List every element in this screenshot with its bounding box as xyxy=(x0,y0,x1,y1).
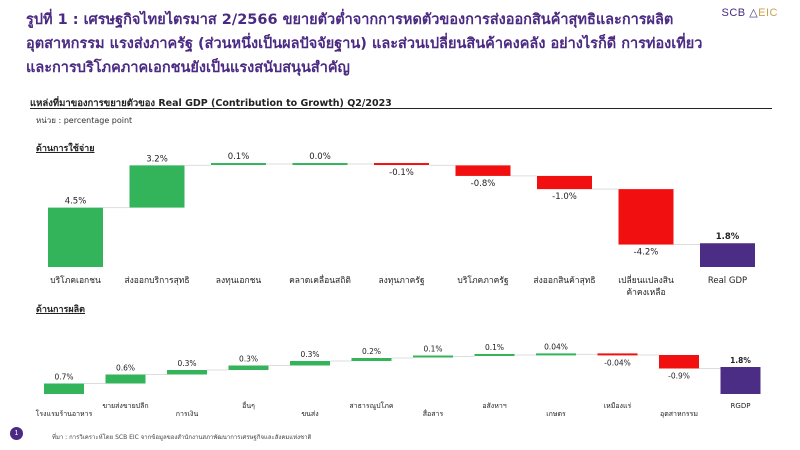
category-label-8: อสังหาฯ xyxy=(482,402,506,410)
bar-6 xyxy=(351,358,392,361)
bar-8 xyxy=(474,354,515,356)
bar-8 xyxy=(618,189,674,245)
category-label-2: ขายส่งขายปลีก xyxy=(102,402,148,410)
category-label-9: เกษตร xyxy=(546,410,566,418)
category-label-4: คลาดเคลื่อนสถิติ xyxy=(289,274,351,286)
source-note: ที่มา : การวิเคราะห์โดย SCB EIC จากข้อมู… xyxy=(52,434,312,441)
data-label-2: 3.2% xyxy=(146,154,168,164)
bar-9 xyxy=(536,353,576,356)
data-label-7: -1.0% xyxy=(552,192,577,202)
production-waterfall-chart: 0.7% โรงแรมร้านอาหาร 0.6% ขายส่งขายปลีก 0.3%… xyxy=(36,342,761,418)
category-label-10: เหมืองแร่ xyxy=(604,402,632,410)
category-label-3: ลงทุนเอกชน xyxy=(216,276,262,286)
expenditure-waterfall-chart: 4.5% บริโภคเอกชน 3.2% ส่งออกบริการสุทธิ 0.1%… xyxy=(48,152,755,298)
data-label-5: -0.1% xyxy=(389,168,414,178)
bar-2 xyxy=(129,165,185,208)
unit-label: หน่วย : percentage point xyxy=(36,116,133,125)
bar-2 xyxy=(105,374,146,384)
data-label-5: 0.3% xyxy=(300,350,319,359)
data-label-2: 0.6% xyxy=(116,364,135,373)
bar-12 xyxy=(720,367,761,394)
data-label-8: -4.2% xyxy=(634,248,659,258)
data-label-6: 0.2% xyxy=(362,347,381,356)
category-label-5: ขนส่ง xyxy=(301,410,318,418)
bar-9 xyxy=(700,243,755,267)
logo-scb-text: SCB xyxy=(721,7,746,19)
category-label-11: อุตสาหกรรม xyxy=(660,410,698,418)
section-expenditure-title: ด้านการใช้จ่าย xyxy=(36,144,95,154)
bar-7 xyxy=(413,355,453,358)
data-label-3: 0.1% xyxy=(228,152,250,162)
data-label-3: 0.3% xyxy=(177,359,196,368)
data-label-11: -0.9% xyxy=(668,372,690,381)
bar-5 xyxy=(290,361,330,366)
category-label-12: RGDP xyxy=(731,402,751,410)
data-label-9: 0.04% xyxy=(544,342,568,351)
divider xyxy=(30,108,772,109)
logo-mark-icon: △ xyxy=(745,7,759,19)
logo-eic-text: EIC xyxy=(758,7,778,19)
bar-5 xyxy=(374,163,429,166)
category-label-1: บริโภคเอกชน xyxy=(50,275,101,286)
page-number: 1 xyxy=(10,427,23,440)
bar-4 xyxy=(292,163,348,166)
bar-6 xyxy=(455,165,511,176)
data-label-1: 4.5% xyxy=(65,197,87,207)
category-label-9: Real GDP xyxy=(708,276,747,286)
bar-11 xyxy=(659,355,699,369)
category-label-6: บริโภคภาครัฐ xyxy=(457,275,508,286)
data-label-4: 0.3% xyxy=(239,355,258,364)
chart-subtitle: แหล่งที่มาของการขยายตัวของ Real GDP (Con… xyxy=(30,98,392,109)
data-label-4: 0.0% xyxy=(309,152,331,162)
data-label-1: 0.7% xyxy=(54,373,73,382)
headline: รูปที่ 1 : เศรษฐกิจไทยไตรมาส 2/2566 ขยาย… xyxy=(26,12,703,76)
category-label-1: โรงแรมร้านอาหาร xyxy=(36,409,93,418)
bar-10 xyxy=(597,353,638,356)
bar-1 xyxy=(48,207,103,267)
data-label-6: -0.8% xyxy=(471,179,496,189)
bar-7 xyxy=(537,175,592,190)
data-label-8: 0.1% xyxy=(485,343,504,352)
category-label-5: ลงทุนภาครัฐ xyxy=(378,276,424,286)
bar-1 xyxy=(44,383,84,394)
category-label-6: สาธารณูปโภค xyxy=(349,401,393,410)
data-label-9: 1.8% xyxy=(716,232,740,242)
section-production-title: ด้านการผลิต xyxy=(36,305,86,315)
category-label-4: อื่นๆ xyxy=(242,401,255,410)
category-label-8: ค้าคงเหลือ xyxy=(626,287,665,298)
bar-4 xyxy=(228,365,269,370)
data-label-12: 1.8% xyxy=(730,356,751,365)
category-label-2: ส่งออกบริการสุทธิ xyxy=(124,276,189,286)
category-label-7: สื่อสาร xyxy=(423,409,444,418)
bar-3 xyxy=(167,370,207,375)
category-label-3: การเงิน xyxy=(176,410,199,418)
data-label-10: -0.04% xyxy=(604,358,631,367)
category-label-8: เปลี่ยนแปลงสิน xyxy=(618,274,674,286)
scb-eic-logo: SCB △EIC xyxy=(722,6,778,19)
bar-3 xyxy=(211,163,266,166)
data-label-7: 0.1% xyxy=(423,345,442,354)
category-label-7: ส่งออกสินค้าสุทธิ xyxy=(533,275,595,286)
